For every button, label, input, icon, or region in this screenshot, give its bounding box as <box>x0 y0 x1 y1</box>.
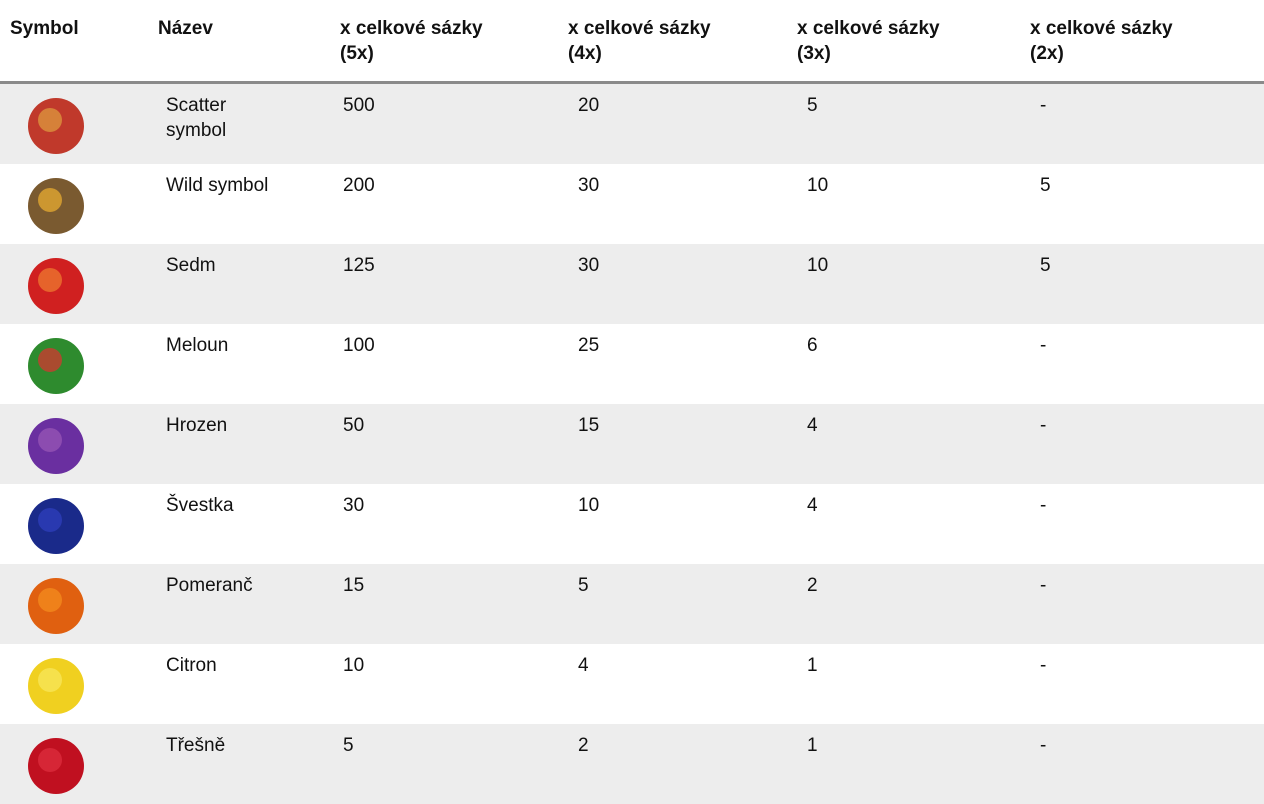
payout: - <box>1040 415 1047 436</box>
column-header: x celkové sázky (2x) <box>1030 18 1173 64</box>
payout: 25 <box>578 335 600 356</box>
column-header: Název <box>158 18 213 39</box>
symbol-icon <box>28 258 84 314</box>
table-row: Hrozen 50 15 4 - <box>0 404 1264 484</box>
payout: 10 <box>807 175 829 196</box>
column-header: x celkové sázky (5x) <box>340 18 483 64</box>
payout: 50 <box>343 415 365 436</box>
symbol-icon <box>28 98 84 154</box>
table-row: Švestka 30 10 4 - <box>0 484 1264 564</box>
payout: 2 <box>578 735 589 756</box>
payout: 100 <box>343 335 375 356</box>
payout: 5 <box>1040 255 1051 276</box>
column-header: Symbol <box>10 18 79 39</box>
payout: 4 <box>578 655 589 676</box>
header-rule <box>0 81 1264 84</box>
payout: 1 <box>807 735 818 756</box>
symbol-icon <box>28 178 84 234</box>
symbol-icon <box>28 738 84 794</box>
payout: 30 <box>578 255 600 276</box>
payout: 30 <box>578 175 600 196</box>
symbol-name: Švestka <box>166 495 234 516</box>
payout: 15 <box>343 575 365 596</box>
table-row: Pomeranč 15 5 2 - <box>0 564 1264 644</box>
symbol-name: Citron <box>166 655 217 676</box>
payout: - <box>1040 655 1047 676</box>
symbol-name: Hrozen <box>166 415 228 436</box>
table-row: Citron 10 4 1 - <box>0 644 1264 724</box>
symbol-icon <box>28 578 84 634</box>
symbol-name: Třešně <box>166 735 226 756</box>
payout: 4 <box>807 495 818 516</box>
payout: 10 <box>807 255 829 276</box>
payout: 500 <box>343 95 375 116</box>
payout: - <box>1040 575 1047 596</box>
payout: 10 <box>343 655 365 676</box>
symbol-name: Wild symbol <box>166 175 269 196</box>
payout: 20 <box>578 95 600 116</box>
table-row: Sedm 125 30 10 5 <box>0 244 1264 324</box>
payout: - <box>1040 95 1047 116</box>
column-header: x celkové sázky (3x) <box>797 18 940 64</box>
symbol-name: Sedm <box>166 255 216 276</box>
payout: 2 <box>807 575 818 596</box>
payout: 5 <box>807 95 818 116</box>
symbol-name: Pomeranč <box>166 575 253 596</box>
payout: 5 <box>343 735 354 756</box>
symbol-name: Meloun <box>166 335 229 356</box>
payout: 200 <box>343 175 375 196</box>
symbol-icon <box>28 498 84 554</box>
symbol-name: Scatter symbol <box>166 95 227 141</box>
payout: 15 <box>578 415 600 436</box>
payout: - <box>1040 495 1047 516</box>
payout: 4 <box>807 415 818 436</box>
payout: 6 <box>807 335 818 356</box>
payout: 1 <box>807 655 818 676</box>
symbol-icon <box>28 658 84 714</box>
table-row: Třešně 5 2 1 - <box>0 724 1264 804</box>
payout: 5 <box>578 575 589 596</box>
payout: - <box>1040 335 1047 356</box>
symbol-icon <box>28 418 84 474</box>
payout: 5 <box>1040 175 1051 196</box>
payout: 10 <box>578 495 600 516</box>
table-row: Wild symbol 200 30 10 5 <box>0 164 1264 244</box>
table-row: Scatter symbol 500 20 5 - <box>0 84 1264 164</box>
table-row: Meloun 100 25 6 - <box>0 324 1264 404</box>
payout: - <box>1040 735 1047 756</box>
payout: 125 <box>343 255 375 276</box>
payout: 30 <box>343 495 365 516</box>
column-header: x celkové sázky (4x) <box>568 18 711 64</box>
symbol-icon <box>28 338 84 394</box>
